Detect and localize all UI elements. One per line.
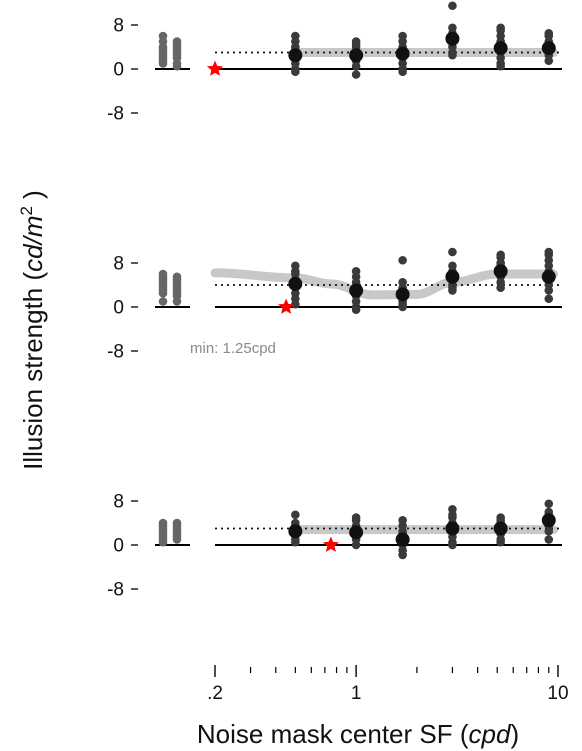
- data-point: [544, 499, 554, 509]
- data-point: [398, 67, 407, 77]
- data-point: [291, 537, 300, 547]
- mean-point: [288, 524, 303, 539]
- baseline-point: [158, 297, 168, 306]
- data-point: [448, 286, 457, 295]
- y-axis-title-suffix: ): [18, 190, 48, 206]
- mean-point: [288, 276, 303, 291]
- data-point: [544, 286, 554, 295]
- data-point: [291, 510, 300, 520]
- mean-point: [541, 269, 556, 284]
- baseline-point: [158, 537, 168, 547]
- panel-2: 8 0 -8 min: 1.25cpd: [107, 247, 562, 363]
- panel-1: 8 0 -8: [107, 1, 562, 125]
- mean-point: [395, 287, 410, 302]
- data-point: [544, 294, 554, 304]
- panel-3: 8 0 -8: [107, 492, 562, 601]
- chart-panels: 8 0 -8 8 0 -8 min: 1.25cpd 8 0 -8: [107, 1, 562, 601]
- data-point: [496, 537, 505, 547]
- data-point: [496, 283, 505, 293]
- baseline-point: [158, 288, 168, 298]
- mean-point: [541, 513, 556, 528]
- x-tick-label: 1: [351, 683, 362, 704]
- data-point: [398, 550, 407, 560]
- data-point: [448, 50, 457, 60]
- mean-point: [493, 41, 508, 56]
- y-axis-title-prefix: Illusion strength (: [18, 272, 48, 470]
- y-tick-label: 0: [113, 298, 124, 319]
- data-point: [398, 255, 407, 265]
- mean-point: [349, 283, 364, 298]
- mean-point: [288, 48, 303, 63]
- x-tick-label: .2: [207, 683, 223, 704]
- y-tick-label: -8: [107, 104, 124, 125]
- y-tick-label: 8: [113, 492, 124, 513]
- min-star-marker: [206, 60, 224, 76]
- min-star-marker: [322, 536, 339, 552]
- data-point: [496, 61, 505, 71]
- mean-point: [395, 46, 410, 61]
- data-point: [351, 61, 361, 71]
- y-tick-label: 0: [113, 60, 124, 81]
- mean-point: [349, 525, 364, 540]
- mean-point: [493, 264, 508, 279]
- data-point: [351, 540, 361, 550]
- x-axis-title-suffix: ): [510, 719, 519, 749]
- data-point: [544, 535, 554, 544]
- data-point: [448, 247, 457, 257]
- data-point: [351, 305, 361, 315]
- data-point: [291, 67, 300, 77]
- mean-point: [445, 521, 460, 536]
- min-annotation: min: 1.25cpd: [190, 340, 276, 357]
- data-point: [351, 70, 361, 79]
- data-point: [448, 540, 457, 550]
- data-point: [398, 302, 407, 312]
- x-axis-title-prefix: Noise mask center SF (: [197, 719, 469, 749]
- y-tick-label: -8: [107, 580, 124, 601]
- baseline-point: [172, 535, 182, 544]
- data-point: [448, 1, 457, 11]
- y-axis-title-units: cd/m: [18, 216, 48, 272]
- mean-point: [395, 532, 410, 547]
- y-axis-title-exp: 2: [17, 206, 36, 215]
- mean-point: [541, 41, 556, 56]
- mean-point: [445, 269, 460, 284]
- x-tick-label: 10: [547, 683, 568, 704]
- y-tick-label: -8: [107, 342, 124, 363]
- baseline-point: [158, 59, 168, 68]
- data-point: [544, 56, 554, 66]
- baseline-point: [172, 297, 182, 306]
- y-tick-label: 8: [113, 16, 124, 37]
- mean-point: [349, 48, 364, 63]
- data-point: [544, 526, 554, 536]
- y-tick-label: 8: [113, 254, 124, 275]
- x-axis: .2 1 10: [207, 665, 569, 704]
- y-tick-label: 0: [113, 536, 124, 557]
- x-axis-title-units: cpd: [469, 719, 512, 749]
- data-point: [291, 299, 300, 309]
- mean-point: [493, 521, 508, 536]
- x-axis-title: Noise mask center SF (cpd): [197, 719, 519, 749]
- min-star-marker: [278, 298, 295, 314]
- baseline-point: [172, 61, 182, 71]
- mean-point: [445, 31, 460, 46]
- y-axis-title: Illusion strength (cd/m2 ): [17, 190, 48, 470]
